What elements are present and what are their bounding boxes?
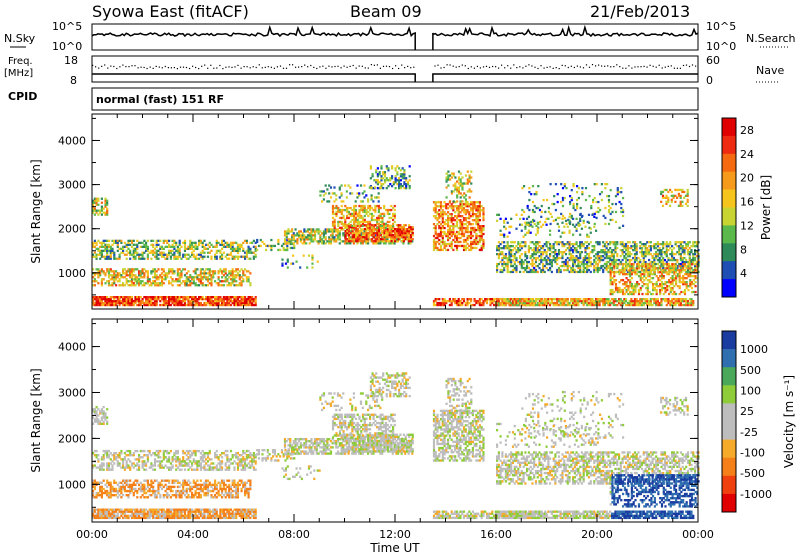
freq-series-line: [92, 73, 416, 82]
cpid-mode-text: normal (fast) 151 RF: [96, 93, 224, 106]
velocity-colorbar-tick: -1000: [740, 488, 772, 501]
power-colorbar-swatch: [722, 189, 736, 208]
velocity-colorbar-tick: 500: [740, 364, 761, 377]
power-y-tick-label: 2000: [58, 223, 86, 236]
velocity-heatmap-cells: [92, 372, 700, 520]
x-tick-label: 04:00: [177, 528, 209, 541]
noise-axis-left-top: 10^5: [52, 20, 82, 33]
noise-axis-left-bottom: 10^0: [52, 40, 82, 53]
x-tick-label: 20:00: [581, 528, 613, 541]
power-colorbar-swatch: [722, 135, 736, 155]
noise-axis-right-bottom: 10^0: [706, 40, 736, 53]
nsky-series-line-right: [432, 24, 699, 50]
power-colorbar-tick: 12: [740, 219, 754, 232]
noise-panel-frame: [91, 23, 699, 51]
velocity-colorbar-title: Velocity [m s⁻¹]: [782, 375, 796, 468]
radar-title: Syowa East (fitACF): [92, 2, 249, 21]
freq-axis-left-top: 18: [64, 54, 78, 67]
velocity-y-axis-title: Slant Range [km]: [29, 368, 43, 472]
freq-axis-right-bottom: 0: [706, 74, 713, 87]
power-colorbar-tick: 4: [740, 267, 747, 280]
velocity-y-tick-label: 3000: [58, 386, 86, 399]
freq-panel-frame: [91, 55, 699, 83]
power-colorbar-tick: 24: [740, 148, 754, 161]
velocity-y-tick-label: 1000: [58, 478, 86, 491]
nsky-label: N.Sky: [4, 32, 36, 45]
power-heatmap-cells: [92, 165, 700, 307]
power-colorbar-swatch: [722, 279, 736, 298]
power-colorbar-swatch: [722, 207, 736, 226]
x-tick-label: 08:00: [278, 528, 310, 541]
nave-label: Nave: [756, 64, 784, 77]
freq-unit: [MHz]: [4, 68, 33, 79]
power-colorbar-swatch: [722, 153, 736, 172]
velocity-colorbar-tick: 25: [740, 405, 754, 418]
power-colorbar: 4 8 12 16 20 24 28 Power [dB]: [721, 117, 773, 298]
power-y-tick-label: 1000: [58, 267, 86, 280]
power-colorbar-tick: 28: [740, 124, 754, 137]
x-tick-label: 12:00: [379, 528, 411, 541]
velocity-colorbar: 1000 500 100 25 -25 -100 -500 -1000 Velocity [m …: [721, 330, 796, 513]
power-colorbar-swatch: [722, 243, 736, 262]
velocity-colorbar-swatch: [722, 385, 736, 404]
nsearch-label: N.Search: [746, 32, 796, 45]
velocity-y-tick-label: 2000: [58, 432, 86, 445]
freq-axis-left-bottom: 8: [70, 74, 77, 87]
noise-axis-right-top: 10^5: [706, 20, 736, 33]
power-colorbar-tick: 16: [740, 196, 754, 209]
power-colorbar-swatch: [722, 225, 736, 244]
velocity-colorbar-swatch: [722, 403, 736, 422]
velocity-colorbar-tick: 1000: [740, 343, 768, 356]
velocity-y-tick-label: 4000: [58, 341, 86, 354]
velocity-colorbar-swatch: [722, 493, 736, 513]
velocity-colorbar-tick: -25: [740, 426, 758, 439]
power-colorbar-tick: 8: [740, 243, 747, 256]
x-tick-label: 16:00: [480, 528, 512, 541]
power-y-axis-title: Slant Range [km]: [29, 159, 43, 263]
velocity-colorbar-swatch: [722, 439, 736, 458]
nave-series-dots: [92, 64, 697, 70]
freq-label: Freq.: [8, 56, 33, 67]
power-colorbar-swatch: [722, 261, 736, 280]
velocity-colorbar-swatch: [722, 421, 736, 440]
cpid-label: CPID: [8, 90, 37, 103]
power-y-tick-label: 4000: [58, 134, 86, 147]
power-colorbar-swatch: [722, 118, 736, 137]
velocity-colorbar-tick: -100: [740, 447, 765, 460]
velocity-colorbar-tick: 100: [740, 384, 761, 397]
x-tick-label: 00:00: [76, 528, 108, 541]
velocity-colorbar-swatch: [722, 367, 736, 386]
velocity-panel: 1000 2000 3000 4000 Slant Range [km]: [29, 318, 700, 523]
cpid-panel-frame: [91, 87, 699, 111]
freq-series-line-right: [432, 73, 698, 82]
velocity-colorbar-swatch: [722, 331, 736, 350]
power-y-tick-label: 3000: [58, 179, 86, 192]
power-panel: 1000 2000 3000 4000 Slant Range [km]: [29, 113, 700, 310]
date-label: 21/Feb/2013: [590, 2, 690, 21]
x-axis-title: Time UT: [369, 541, 420, 554]
velocity-colorbar-swatch: [722, 349, 736, 368]
power-colorbar-title: Power [dB]: [759, 175, 773, 240]
power-colorbar-tick: 20: [740, 172, 754, 185]
beam-label: Beam 09: [350, 2, 422, 21]
x-tick-label: 00:00: [682, 528, 714, 541]
velocity-colorbar-tick: -500: [740, 467, 765, 480]
power-colorbar-swatch: [722, 171, 736, 190]
freq-axis-right-top: 60: [706, 54, 720, 67]
velocity-colorbar-swatch: [722, 457, 736, 477]
velocity-colorbar-swatch: [722, 475, 736, 495]
nsky-series-line: [91, 24, 416, 50]
